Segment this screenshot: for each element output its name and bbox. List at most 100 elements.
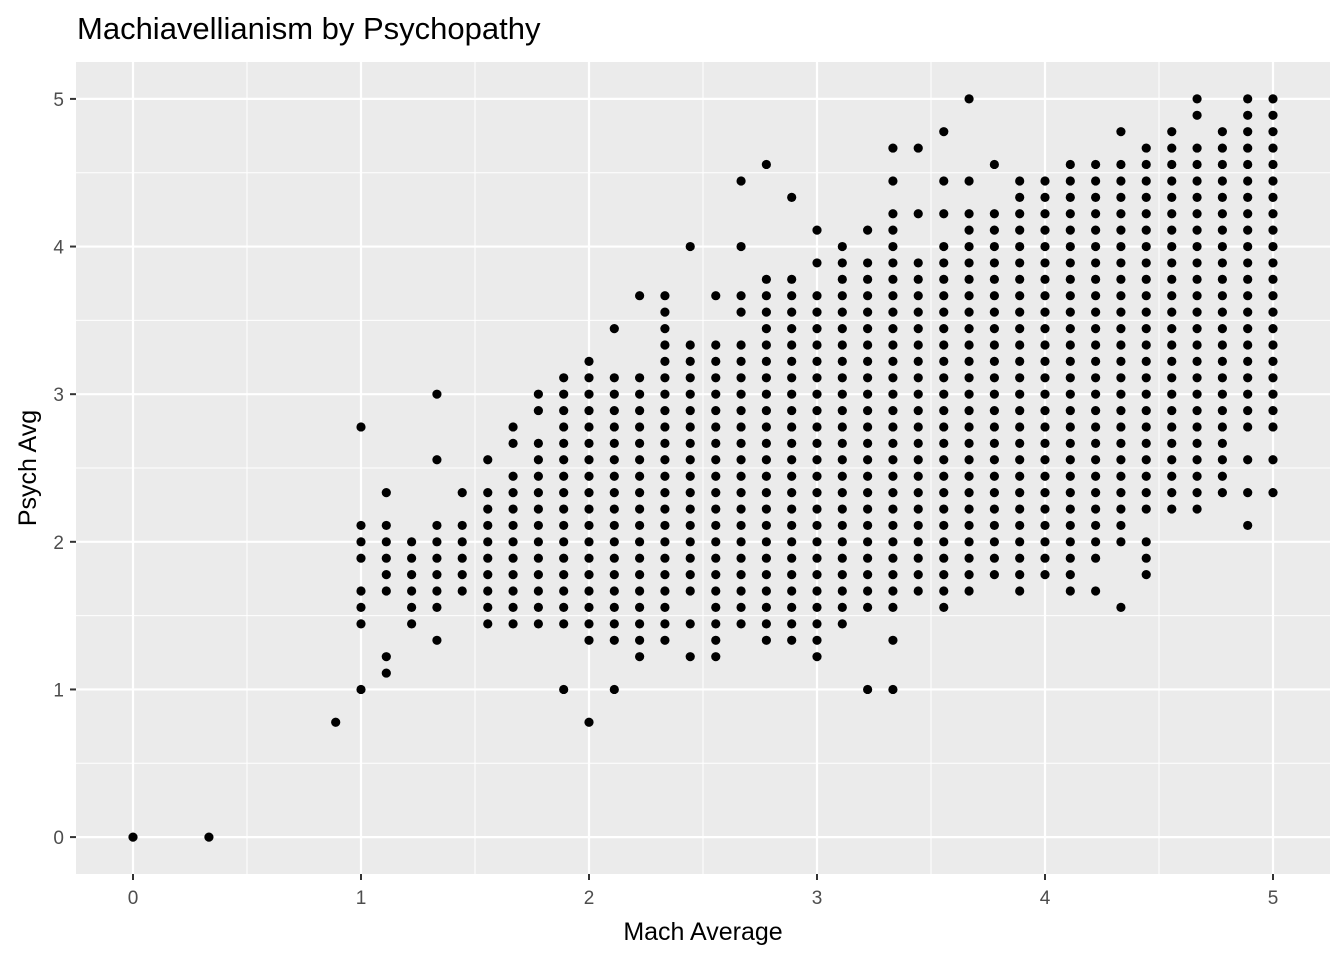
data-point [508,537,518,547]
data-point [1167,471,1177,481]
data-point [1192,389,1202,399]
data-point [711,602,721,612]
data-point [660,537,670,547]
data-point [913,471,923,481]
data-point [736,291,746,301]
data-point [1167,438,1177,448]
data-point [989,569,999,580]
data-point [660,356,670,367]
data-point [1040,488,1050,498]
data-point [989,488,999,498]
data-point [964,94,974,104]
major-gridlines [76,62,1330,874]
data-point [1040,389,1050,399]
data-point [989,438,999,448]
data-point [584,356,594,367]
data-point [888,520,898,531]
data-point [913,356,923,367]
data-point [736,176,746,186]
data-point [1015,373,1025,383]
data-point [761,307,771,317]
data-point [812,652,822,662]
data-point [1268,405,1278,416]
data-point [1268,488,1278,498]
data-point [1167,340,1177,350]
data-point [1217,241,1227,252]
data-point [660,586,670,596]
data-point [888,209,898,219]
data-point [1217,209,1227,219]
data-point [1040,520,1050,531]
data-point [812,225,822,235]
data-point [584,455,594,465]
data-point [787,307,797,317]
data-point [837,258,847,268]
data-point [432,455,442,465]
data-point [1040,176,1050,186]
data-point [888,471,898,481]
data-point [1268,209,1278,219]
data-point [559,520,569,531]
data-point [761,340,771,350]
data-point [812,389,822,399]
data-point [939,553,949,563]
data-point [761,356,771,367]
data-point [761,602,771,612]
data-point [432,569,442,580]
data-point [1217,143,1227,153]
data-point [381,520,391,531]
data-point [533,504,543,514]
data-point [989,225,999,235]
data-point [1268,143,1278,153]
data-point [559,684,569,695]
data-point [736,488,746,498]
data-point [1065,488,1075,498]
data-point [1040,291,1050,301]
data-point [1065,340,1075,350]
y-tick-label: 2 [53,533,64,554]
data-point [609,373,619,383]
data-point [1116,488,1126,498]
data-point [863,422,873,432]
data-point [584,537,594,547]
data-point [736,422,746,432]
data-point [635,389,645,399]
data-point [381,488,391,498]
data-point [1217,258,1227,268]
data-point [508,504,518,514]
data-point [711,455,721,465]
data-point [1243,405,1253,416]
data-point [1065,241,1075,252]
data-point [711,373,721,383]
data-point [457,569,467,580]
data-points [128,94,1278,842]
data-point [1091,307,1101,317]
data-point [1192,225,1202,235]
data-point [913,291,923,301]
data-point [1167,225,1177,235]
data-point [913,569,923,580]
data-point [483,520,493,531]
data-point [863,373,873,383]
data-point [1040,553,1050,563]
data-point [787,455,797,465]
data-point [559,438,569,448]
data-point [1065,389,1075,399]
data-point [1217,192,1227,202]
data-point [1065,192,1075,202]
data-point [508,569,518,580]
data-point [964,324,974,334]
data-point [584,586,594,596]
data-point [685,389,695,399]
data-point [812,635,822,645]
data-point [964,307,974,317]
data-point [1167,274,1177,284]
data-point [685,356,695,367]
data-point [939,569,949,580]
data-point [837,537,847,547]
data-point [1167,241,1177,252]
data-point [635,619,645,629]
data-point [1116,520,1126,531]
data-point [1015,225,1025,235]
